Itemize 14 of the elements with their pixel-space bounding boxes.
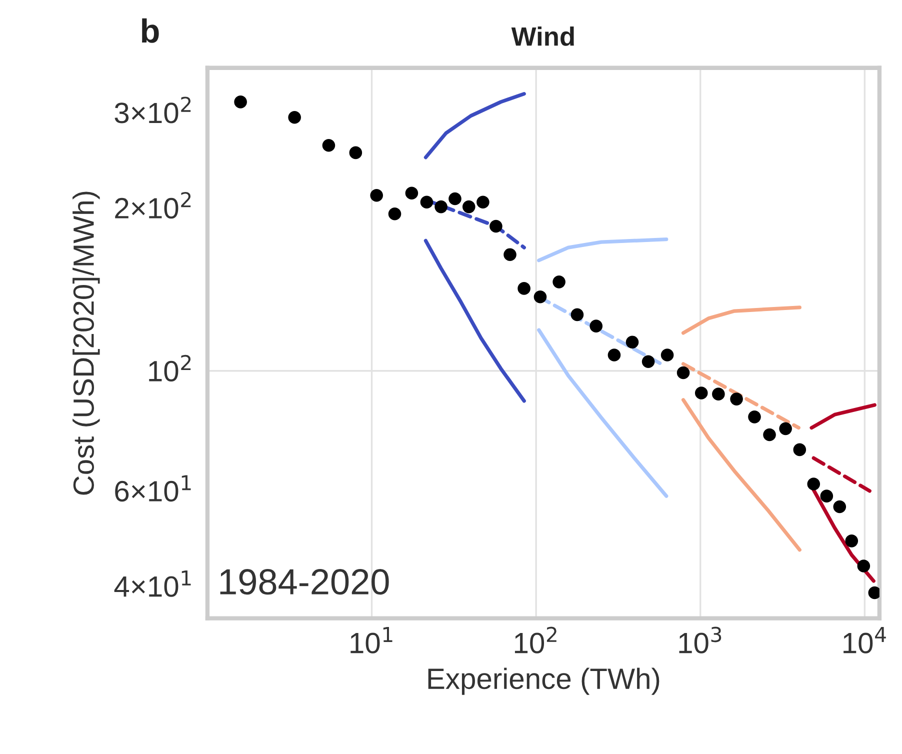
y-tick-label: 2×10$^{2}$ <box>115 192 191 219</box>
annotation: 1984-2020 <box>220 569 389 595</box>
y-tick-label: 6×10$^{1}$ <box>115 475 191 502</box>
y-tick-label: 3×10$^{2}$ <box>114 96 191 124</box>
x-axis-title: Experience (TWh) <box>428 668 660 695</box>
x-tick-label: 10$^{2}$ <box>514 626 556 654</box>
x-tick-label: 10$^{1}$ <box>350 627 392 654</box>
text: b <box>142 18 159 43</box>
y-tick-label: 10$^{2}$ <box>149 354 191 382</box>
x-tick-label: 10$^{3}$ <box>679 626 722 654</box>
y-axis-title: Cost (USD[2020]/MWh) <box>72 192 100 495</box>
y-tick-label: 4×10$^{1}$ <box>114 570 191 597</box>
x-tick-label: 10$^{4}$ <box>844 627 886 654</box>
chart-title: Wind <box>511 26 574 46</box>
